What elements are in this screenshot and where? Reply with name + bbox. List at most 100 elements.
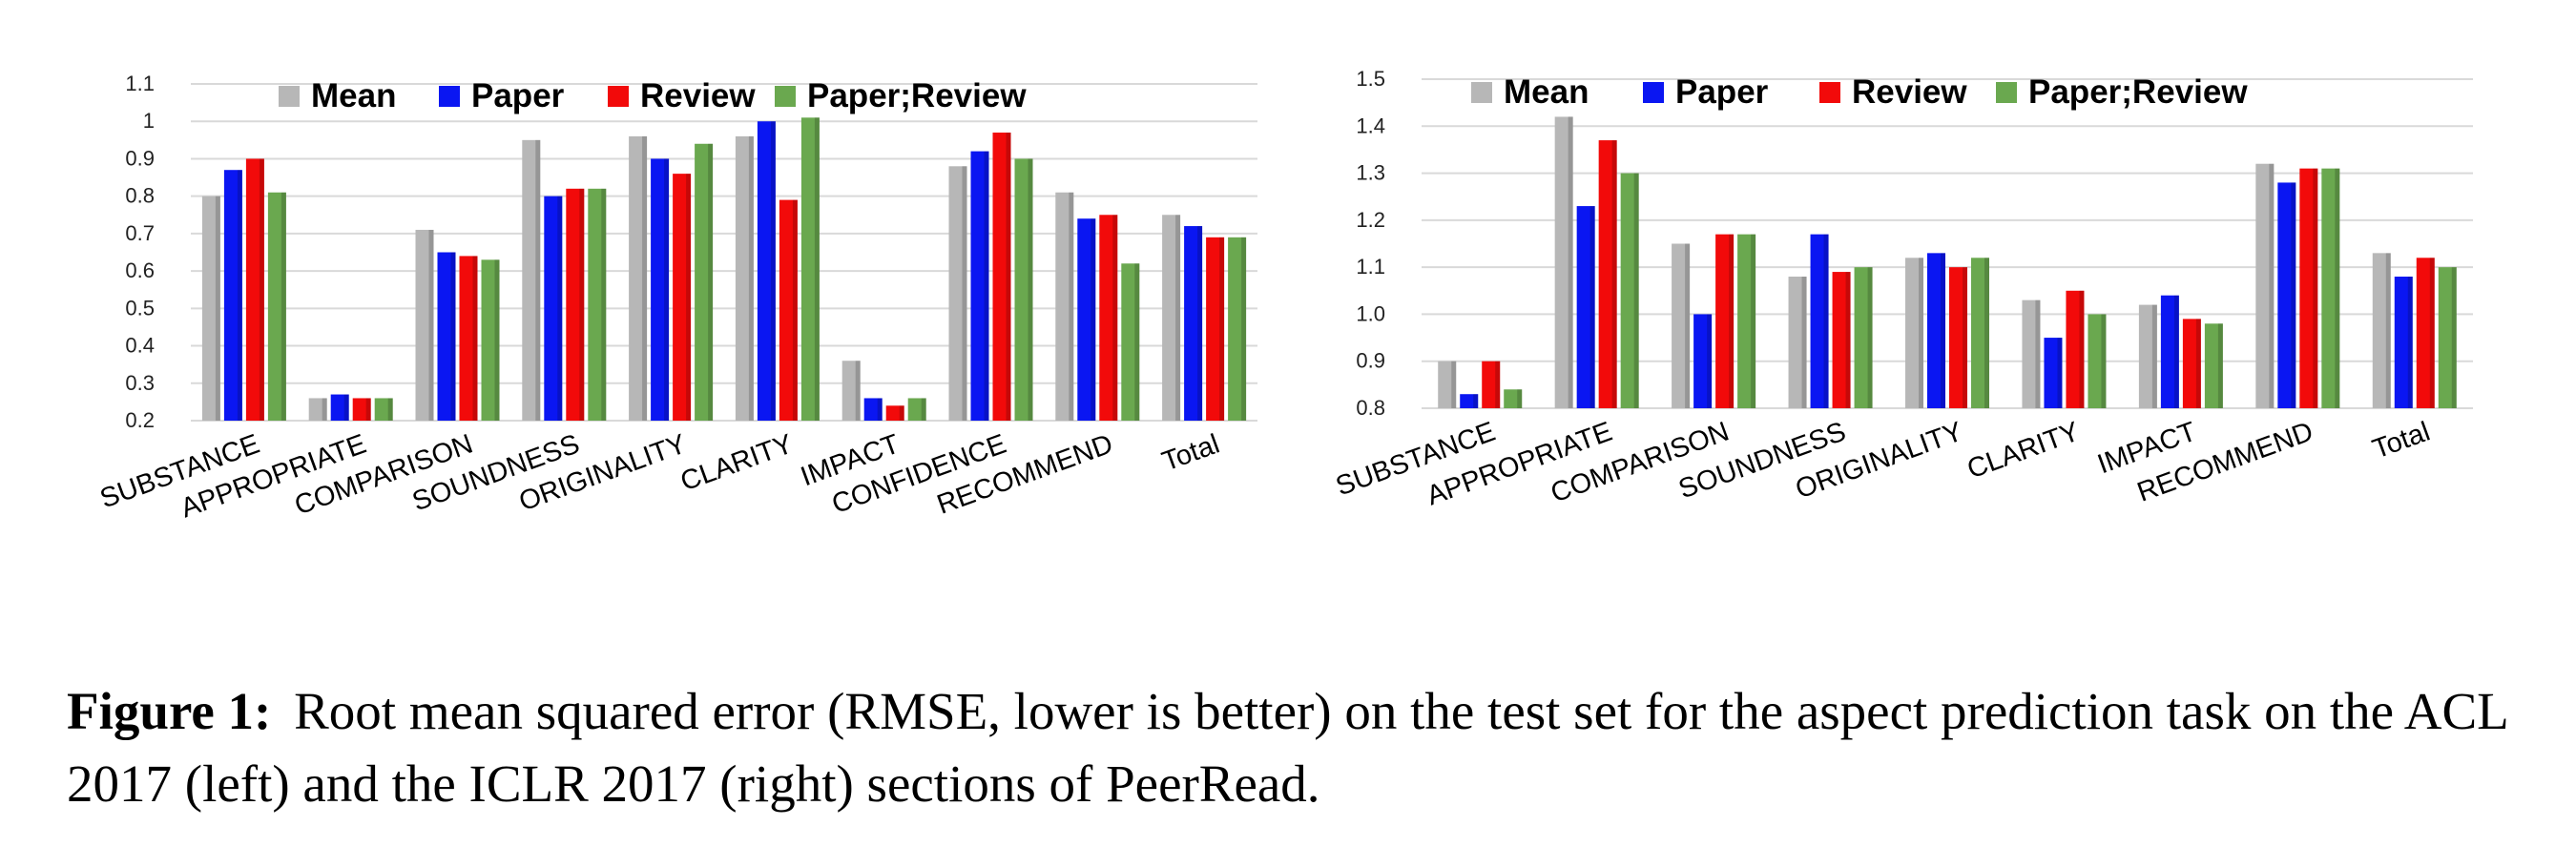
bar-review-confidence (992, 132, 1011, 421)
bar-shade (1241, 237, 1247, 421)
legend-label: Mean (1504, 73, 1589, 111)
bar-paper-review-impact (2204, 323, 2223, 408)
bar-paper-review-impact (907, 398, 926, 421)
legend-swatch (279, 86, 300, 107)
bar-review-soundness (566, 188, 585, 421)
bar-shade (1069, 192, 1074, 421)
bar-paper-review-comparison (1737, 234, 1756, 408)
bar-shade (2035, 300, 2041, 408)
bar-paper-comparison (1693, 314, 1713, 408)
bar-paper-originality (651, 158, 670, 421)
bar-shade (1091, 218, 1096, 421)
bar-shade (2429, 258, 2435, 408)
bar-paper-review-substance (1504, 389, 1523, 408)
bar-shade (1801, 277, 1807, 408)
bar-paper-review-total (1228, 237, 1247, 421)
x-tick-label: CLARITY (676, 429, 797, 498)
bar-shade (387, 398, 393, 421)
bar-paper-appropriate (330, 394, 349, 421)
bar-mean-confidence (948, 166, 967, 422)
bar-paper-review-appropriate (1620, 173, 1639, 408)
bar-shade (1517, 389, 1523, 408)
bar-paper-impact (2160, 295, 2179, 408)
bar-shade (877, 398, 883, 421)
bar-shade (1633, 173, 1639, 408)
y-tick-label: 0.6 (125, 258, 155, 282)
bar-shade (1845, 272, 1851, 408)
legend-label: Paper;Review (807, 77, 1027, 114)
bar-shade (535, 139, 541, 422)
bar-paper-review-originality (1971, 258, 1989, 408)
bar-shade (770, 121, 776, 421)
bar-paper-comparison (437, 252, 456, 421)
y-tick-label: 1.2 (1356, 208, 1385, 232)
bar-shade (494, 259, 500, 421)
y-tick-label: 0.4 (125, 334, 155, 358)
bar-mean-impact (2138, 304, 2157, 408)
bar-paper-substance (1460, 394, 1479, 408)
x-tick-label: Total (1158, 429, 1224, 478)
legend-swatch (1643, 82, 1664, 103)
bar-paper-originality (1927, 253, 1945, 408)
bar-shade (1028, 158, 1033, 421)
bar-shade (1175, 215, 1181, 421)
bar-mean-clarity (2022, 300, 2041, 408)
bar-shade (2335, 168, 2340, 408)
bar-shade (1611, 140, 1617, 409)
bar-paper-review-clarity (2088, 314, 2107, 408)
bar-shade (899, 405, 904, 421)
caption-text: Root mean squared error (RMSE, lower is … (67, 682, 2507, 813)
bar-shade (1219, 237, 1225, 421)
bar-review-impact (885, 405, 904, 421)
bar-shade (984, 151, 989, 421)
bar-mean-substance (201, 196, 220, 421)
bar-mean-substance (1438, 361, 1457, 408)
bar-mean-soundness (1788, 277, 1807, 408)
legend-label: Paper (1675, 73, 1769, 111)
bar-paper-review-recommend (2321, 168, 2340, 408)
bar-shade (450, 252, 456, 421)
bar-mean-soundness (522, 139, 541, 422)
y-tick-label: 1.3 (1356, 161, 1385, 185)
bar-paper-review-soundness (1854, 267, 1873, 408)
bar-shade (1134, 263, 1140, 421)
bar-paper-impact (863, 398, 883, 421)
bar-shade (259, 158, 264, 421)
bar-shade (1112, 215, 1118, 421)
bar-shade (2217, 323, 2223, 408)
y-tick-label: 0.8 (1356, 396, 1385, 420)
y-tick-label: 0.2 (125, 408, 155, 432)
figure-caption: Figure 1: Root mean squared error (RMSE,… (67, 675, 2547, 820)
bar-shade (1963, 267, 1967, 408)
bar-shade (792, 199, 798, 421)
bar-paper-review-appropriate (374, 398, 393, 421)
bar-mean-originality (629, 135, 648, 421)
legend-swatch (608, 86, 629, 107)
bar-paper-clarity (2044, 338, 2063, 408)
bar-shade (2385, 253, 2391, 408)
chart-acl-2017: 0.20.30.40.50.60.70.80.911.1SUBSTANCEAPP… (96, 72, 1257, 524)
legend-label: Mean (311, 77, 396, 114)
bar-shade (215, 196, 220, 421)
bar-mean-appropriate (1554, 116, 1573, 408)
bar-shade (1823, 234, 1829, 408)
bar-shade (1451, 361, 1457, 408)
bar-paper-confidence (970, 151, 989, 421)
bar-paper-review-soundness (588, 188, 607, 421)
legend-swatch (1996, 82, 2017, 103)
bar-paper-review-substance (267, 192, 286, 421)
bar-paper-total (1184, 226, 1203, 421)
bar-paper-appropriate (1576, 206, 1595, 408)
y-tick-label: 0.9 (125, 146, 155, 170)
bar-mean-recommend (2255, 163, 2275, 408)
bar-review-comparison (459, 256, 478, 421)
bar-shade (1495, 361, 1501, 408)
bar-shade (472, 256, 478, 421)
bar-review-substance (245, 158, 264, 421)
bar-shade (1751, 234, 1756, 408)
caption-label: Figure 1: (67, 682, 272, 740)
bar-paper-review-confidence (1014, 158, 1033, 421)
y-tick-label: 1.0 (1356, 301, 1385, 325)
bar-mean-total (1162, 215, 1181, 421)
